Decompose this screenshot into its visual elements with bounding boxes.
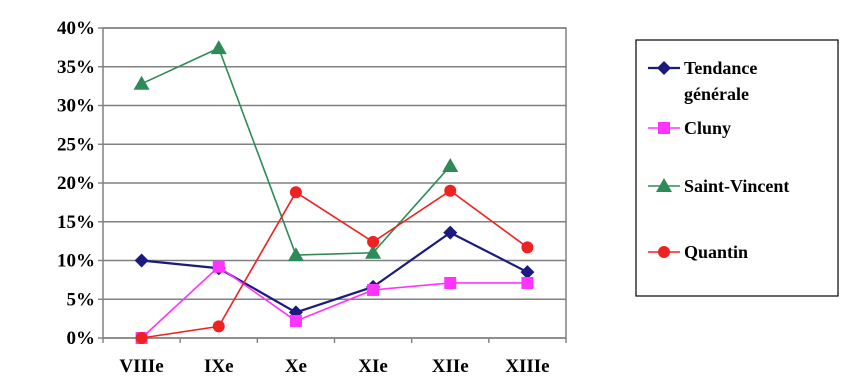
- y-tick-label: 20%: [57, 173, 95, 194]
- series-line: [141, 231, 528, 314]
- x-tick-label: XIIe: [432, 356, 469, 377]
- legend-item: Saint-Vincent: [648, 176, 789, 196]
- series-line: [141, 47, 451, 256]
- y-axis: 0% 5% 10% 15% 20% 25% 30% 35% 40%: [57, 18, 103, 349]
- x-tick-label: Xe: [285, 356, 307, 377]
- data-point: [135, 332, 148, 344]
- y-tick-label: 15%: [57, 212, 95, 233]
- data-point: [289, 314, 302, 327]
- legend-marker: [658, 122, 670, 134]
- data-point: [210, 40, 227, 55]
- legend-label: Quantin: [684, 242, 748, 262]
- data-point: [521, 241, 534, 254]
- series-line: [141, 189, 528, 339]
- legend-label: générale: [684, 84, 749, 104]
- data-point: [133, 75, 150, 90]
- legend-marker: [657, 61, 671, 75]
- y-tick-label: 0%: [67, 328, 96, 349]
- x-tick-label: XIIIe: [505, 356, 549, 377]
- series-1: [135, 260, 534, 344]
- series-3: [135, 184, 534, 344]
- data-point: [287, 247, 304, 262]
- x-tick-label: VIIIe: [119, 356, 163, 377]
- x-tick-label: XIe: [358, 356, 388, 377]
- legend-label: Tendance: [684, 58, 757, 78]
- data-point: [444, 184, 457, 197]
- legend-label: Saint-Vincent: [684, 176, 789, 196]
- x-axis: VIIIe IXe Xe XIe XIIe XIIIe: [102, 338, 567, 377]
- data-point: [520, 265, 535, 280]
- series-line: [141, 265, 528, 339]
- y-tick-label: 40%: [57, 18, 95, 39]
- legend-marker: [658, 246, 670, 258]
- data-point: [365, 244, 382, 259]
- y-tick-label: 10%: [57, 251, 95, 272]
- y-tick-label: 30%: [57, 96, 95, 117]
- legend-item: Quantin: [648, 242, 748, 262]
- y-tick-label: 5%: [67, 289, 96, 310]
- x-tick-label: IXe: [204, 356, 234, 377]
- data-point: [442, 157, 459, 172]
- series-group: [133, 40, 535, 344]
- y-tick-label: 35%: [57, 57, 95, 78]
- data-point: [212, 320, 225, 333]
- data-point: [521, 276, 534, 289]
- data-point: [212, 260, 225, 273]
- data-point: [367, 283, 380, 296]
- legend: Tendance générale Cluny Saint-Vincent Quanti…: [635, 39, 839, 297]
- legend-marker: [656, 178, 672, 192]
- legend-item: Cluny: [648, 118, 731, 138]
- series-2: [133, 40, 459, 262]
- gridlines: [103, 27, 566, 339]
- legend-item: Tendance générale: [648, 58, 757, 104]
- y-tick-label: 25%: [57, 134, 95, 155]
- data-point: [289, 186, 302, 199]
- data-point: [367, 235, 380, 248]
- data-point: [134, 253, 149, 268]
- data-point: [444, 276, 457, 289]
- data-point: [443, 225, 458, 240]
- legend-label: Cluny: [684, 118, 731, 138]
